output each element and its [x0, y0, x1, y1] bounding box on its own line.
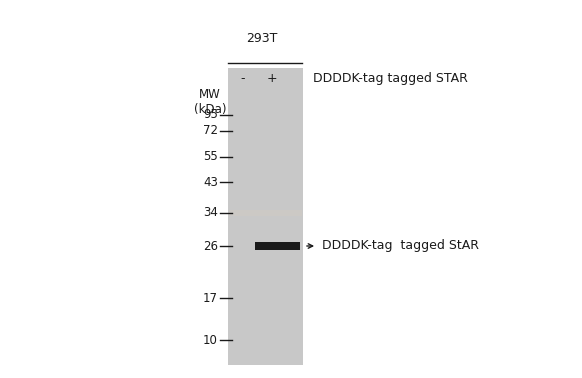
Text: 43: 43	[203, 175, 218, 189]
Text: 34: 34	[203, 206, 218, 220]
Text: +: +	[267, 72, 277, 85]
Text: 95: 95	[203, 108, 218, 121]
Bar	[228, 68, 303, 365]
Text: DDDDK-tag tagged STAR: DDDDK-tag tagged STAR	[313, 72, 468, 85]
Text: 72: 72	[203, 124, 218, 138]
Text: 10: 10	[203, 333, 218, 347]
Text: 26: 26	[203, 240, 218, 253]
Text: MW
(kDa): MW (kDa)	[194, 88, 226, 116]
Text: 55: 55	[203, 150, 218, 164]
Text: 293T: 293T	[246, 32, 278, 45]
Text: DDDDK-tag  tagged StAR: DDDDK-tag tagged StAR	[322, 240, 479, 253]
Text: 17: 17	[203, 291, 218, 305]
Text: -: -	[241, 72, 245, 85]
Bar	[229, 210, 302, 216]
Bar	[255, 242, 300, 250]
